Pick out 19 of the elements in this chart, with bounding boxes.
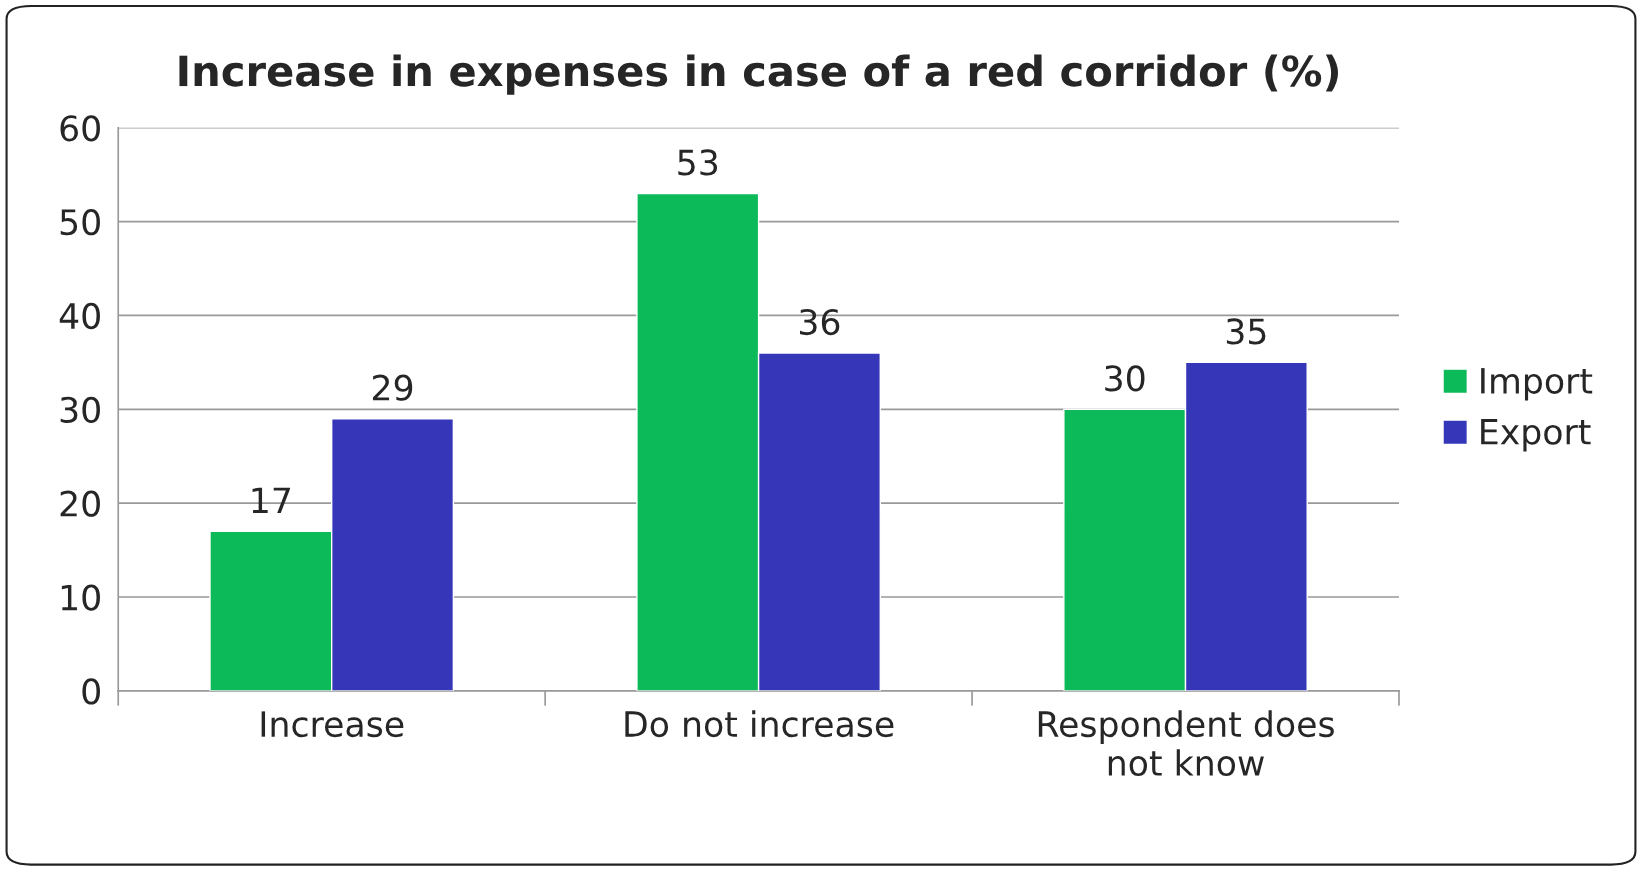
chart-title: Increase in expenses in case of a red corridor (%): [179, 54, 1338, 95]
data-label: 17: [252, 487, 290, 513]
legend-label: Export: [1481, 419, 1591, 452]
data-label: 30: [1105, 365, 1145, 392]
data-label: 53: [678, 149, 718, 176]
x-tick-label: Increase: [261, 711, 404, 738]
x-tick-label: Respondent does not know: [1038, 710, 1334, 777]
y-tick-label: 0: [82, 678, 100, 705]
data-label: 35: [1226, 318, 1266, 345]
y-tick-label: 50: [60, 209, 100, 236]
y-tick-label: 10: [61, 584, 100, 611]
y-tick-label: 60: [60, 115, 100, 142]
legend-label: Import: [1481, 368, 1593, 401]
data-label: 36: [800, 308, 840, 336]
x-tick-label: Do not increase: [625, 710, 894, 738]
data-label: 29: [372, 374, 413, 401]
y-tick-label: 20: [60, 490, 100, 517]
y-tick-label: 30: [60, 396, 100, 423]
y-tick-label: 40: [59, 302, 100, 330]
